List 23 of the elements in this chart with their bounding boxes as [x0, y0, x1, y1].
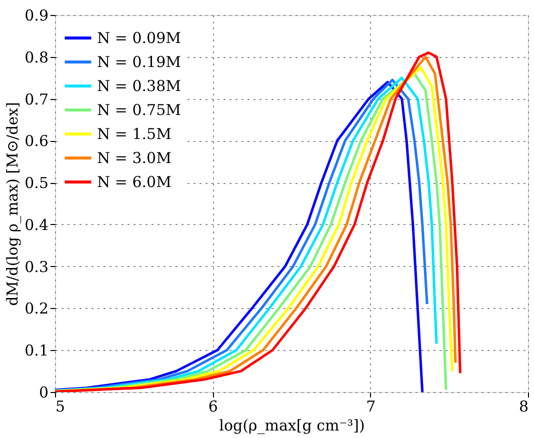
y-tick-label: 0.4: [24, 216, 48, 234]
y-axis-title: dM/d(log ρ_max) [M⊙/dex]: [4, 102, 22, 306]
x-tick-label: 7: [366, 398, 376, 416]
x-tick-label: 6: [208, 398, 218, 416]
y-tick-label: 0.8: [24, 48, 48, 66]
y-tick-label: 0.6: [24, 132, 48, 150]
legend-label: N = 1.5M: [97, 125, 172, 143]
y-tick-label: 0.1: [24, 342, 48, 360]
legend-label: N = 0.19M: [97, 53, 181, 71]
y-tick-label: 0.5: [24, 174, 48, 192]
y-tick-label: 0.2: [24, 300, 48, 318]
y-tick-label: 0: [38, 384, 48, 402]
x-tick-label: 8: [518, 398, 528, 416]
legend-label: N = 0.75M: [97, 101, 181, 119]
y-tick-label: 0.7: [24, 90, 48, 108]
x-tick-label: 5: [56, 398, 66, 416]
legend-label: N = 3.0M: [97, 149, 172, 167]
legend-label: N = 0.09M: [97, 29, 181, 47]
legend-label: N = 6.0M: [97, 173, 172, 191]
x-axis-title: log(ρ_max[g cm⁻³]): [219, 416, 365, 434]
y-tick-label: 0.3: [24, 258, 48, 276]
y-tick-label: 0.9: [24, 6, 48, 24]
legend-label: N = 0.38M: [97, 77, 181, 95]
